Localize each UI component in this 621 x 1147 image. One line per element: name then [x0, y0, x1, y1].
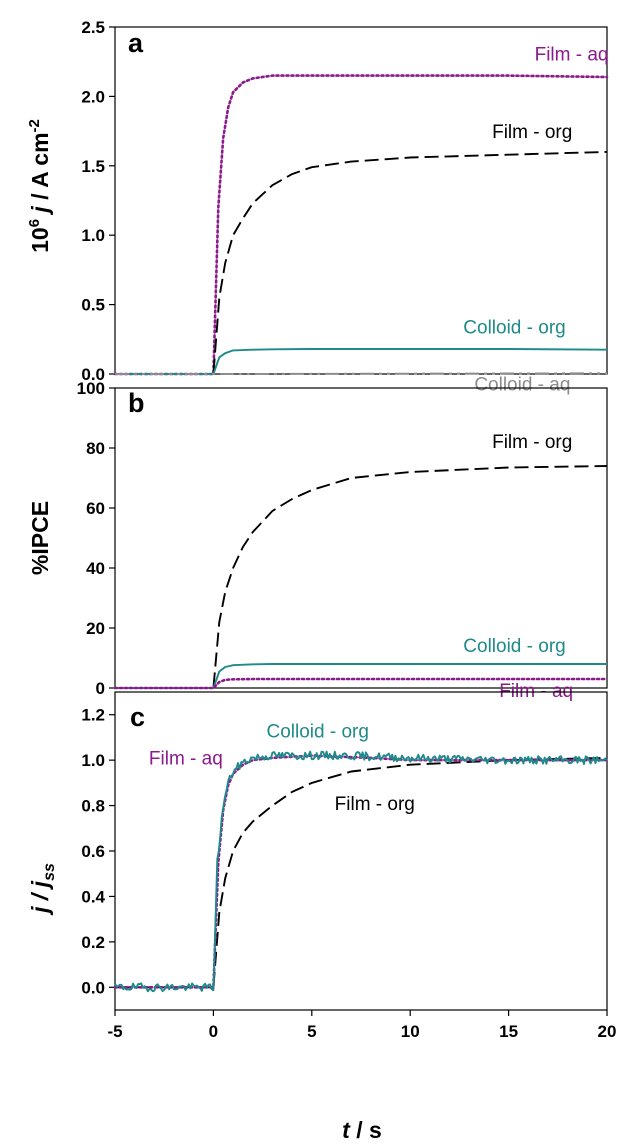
ytick-label: 0.0 [81, 978, 105, 997]
ytick-label: 100 [77, 379, 105, 398]
ytick-label: 0.6 [81, 842, 105, 861]
ytick-label: 2.0 [81, 87, 105, 106]
series-label: Film - aq [535, 44, 609, 65]
ylabel-a-part-2: j [27, 206, 53, 219]
xtick-label: 10 [401, 1022, 420, 1041]
ytick-label: 2.5 [81, 18, 105, 37]
ylabel-a-part-1: 6 [26, 219, 43, 227]
ytick-label: 0.8 [81, 797, 105, 816]
panel-b-letter: b [128, 388, 145, 418]
ytick-label: 40 [86, 559, 105, 578]
series-label: Film - aq [149, 749, 223, 770]
ytick-label: 0.0 [81, 365, 105, 384]
series-label: Colloid - aq [474, 375, 570, 396]
xlabel-part-1: / s [350, 1117, 382, 1143]
xtick-label: 0 [209, 1022, 218, 1041]
xlabel-part-0: t [342, 1117, 351, 1143]
panel-b-ylabel: %IPCE [27, 501, 53, 575]
panel-c-letter: c [130, 702, 145, 732]
ylabel-c-part-0: j [27, 906, 53, 916]
xtick-label: 15 [499, 1022, 518, 1041]
ytick-label: 1.5 [81, 157, 105, 176]
ytick-label: 80 [86, 439, 105, 458]
ylabel-a-part-4: -2 [26, 119, 43, 132]
xtick-label: 20 [598, 1022, 617, 1041]
series-line-colloid-org [114, 750, 608, 993]
series-line-colloid-org [115, 348, 608, 375]
ylabel-c-part-2: ss [41, 863, 58, 881]
ytick-label: 1.0 [81, 226, 105, 245]
panel-a-plot-area: 0.0 0.5 1.0 1.5 2.0 2.5 Film - aq Film - org Col… [81, 18, 608, 396]
panel-a-letter: a [128, 28, 144, 58]
series-label: Film - org [492, 122, 572, 143]
ytick-label: 1.2 [81, 706, 105, 725]
panel-c: 0.0 0.2 0.4 0.6 0.8 1.0 1.2 -5 0 5 10 15 20 Colloid -… [27, 691, 617, 1143]
panel-c-xlabel: t / s [342, 1117, 382, 1143]
panel-c-ylabel: j / jss [27, 863, 58, 916]
series-line-film-org [115, 756, 608, 989]
ytick-label: 1.0 [81, 751, 105, 770]
ytick-label: 0.2 [81, 933, 105, 952]
panel-a-ylabel: 106 j / A cm-2 [26, 119, 53, 253]
series-label: Colloid - org [463, 318, 565, 339]
ytick-label: 20 [86, 619, 105, 638]
ytick-label: 0.5 [81, 296, 105, 315]
series-line-colloid-org [115, 663, 607, 689]
series-line-film-aq [113, 74, 609, 376]
series-line-film-aq [113, 754, 609, 989]
panel-c-plot-area: 0.0 0.2 0.4 0.6 0.8 1.0 1.2 -5 0 5 10 15 20 Colloid -… [81, 691, 617, 1041]
ytick-label: 60 [86, 499, 105, 518]
series-label: Colloid - org [266, 721, 368, 742]
panel-a: 0.0 0.5 1.0 1.5 2.0 2.5 Film - aq Film - org Col… [26, 18, 609, 396]
panel-b-frame [114, 387, 608, 689]
series-line-film-org [115, 150, 608, 375]
ytick-label: 0.4 [81, 887, 105, 906]
xtick-label: 5 [307, 1022, 316, 1041]
series-label: Film - org [492, 432, 572, 453]
xtick-label: -5 [107, 1022, 122, 1041]
series-line-film-org [115, 465, 608, 689]
ylabel-c-part-1: / j [27, 880, 53, 906]
series-label: Film - org [335, 794, 415, 815]
ylabel-a-part-0: 10 [27, 227, 53, 253]
ylabel-a-part-3: / A cm [27, 132, 53, 206]
series-label: Colloid - org [463, 636, 565, 657]
ytick-label: 0 [96, 679, 105, 698]
series-line-colloid-aq [115, 372, 608, 375]
series-line-film-aq [113, 677, 609, 690]
